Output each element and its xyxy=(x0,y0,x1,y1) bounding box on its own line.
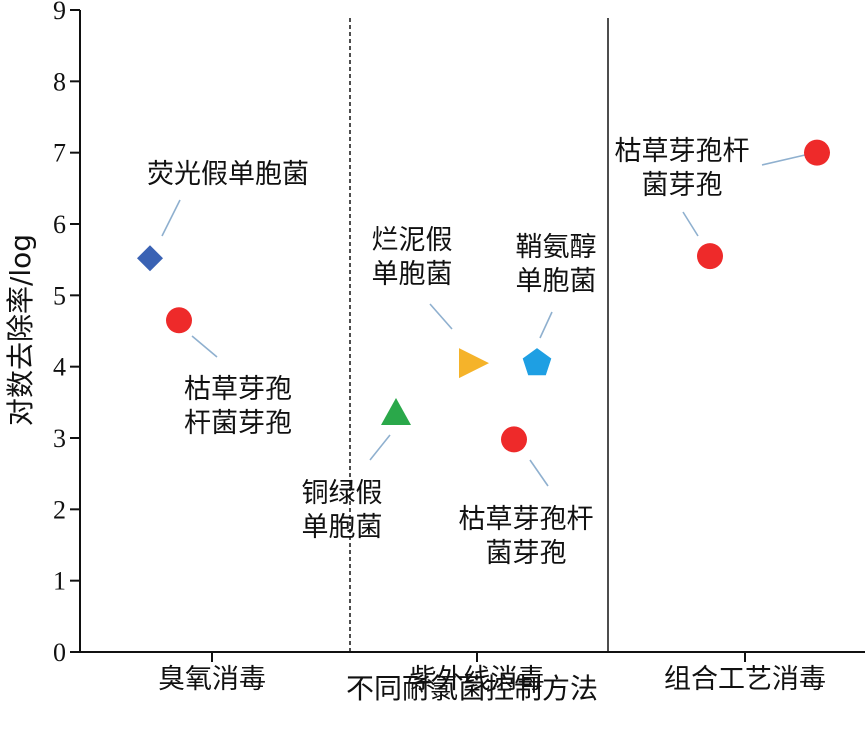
point-annotations: 荧光假单胞菌枯草芽孢杆菌芽孢铜绿假单胞菌烂泥假单胞菌鞘氨醇单胞菌枯草芽孢杆菌芽孢… xyxy=(147,136,750,569)
y-axis-title: 对数去除率/log xyxy=(4,234,37,426)
leader-line xyxy=(529,459,549,487)
data-point-pentagon xyxy=(522,348,552,376)
point-annotation: 铜绿假单胞菌 xyxy=(302,478,383,543)
annotation-line: 枯草芽孢杆 xyxy=(615,136,750,167)
data-point-circle xyxy=(166,307,192,334)
y-tick-label: 7 xyxy=(53,139,66,168)
point-annotation: 枯草芽孢杆菌芽孢 xyxy=(615,136,750,201)
x-category-label: 臭氧消毒 xyxy=(158,664,266,695)
x-ticks: 臭氧消毒 紫外线消毒 组合工艺消毒 xyxy=(158,652,826,695)
annotation-line: 枯草芽孢杆 xyxy=(459,504,594,535)
y-tick-label: 9 xyxy=(53,0,66,25)
annotation-line: 单胞菌 xyxy=(372,259,453,290)
data-points xyxy=(137,139,830,453)
leader-line xyxy=(539,311,553,339)
leader-line xyxy=(191,335,218,358)
leader-line xyxy=(682,211,699,237)
leader-line xyxy=(369,434,391,461)
leader-line xyxy=(761,154,806,166)
x-category-label: 组合工艺消毒 xyxy=(664,664,826,695)
data-point-triangle-up xyxy=(381,398,411,426)
annotation-line: 杆菌芽孢 xyxy=(184,408,292,439)
annotation-line: 菌芽孢 xyxy=(642,170,723,201)
point-annotation: 枯草芽孢杆菌芽孢 xyxy=(459,504,594,569)
data-point-triangle-right xyxy=(459,348,489,379)
x-category-label: 紫外线消毒 xyxy=(410,664,545,695)
annotation-line: 烂泥假 xyxy=(372,225,453,256)
point-annotation: 荧光假单胞菌 xyxy=(147,159,309,190)
y-tick-label: 0 xyxy=(53,638,66,667)
y-tick-label: 1 xyxy=(53,567,66,596)
annotation-line: 鞘氨醇 xyxy=(516,232,597,263)
y-ticks: 0 1 2 3 4 5 6 7 8 9 xyxy=(53,0,80,667)
data-point-circle xyxy=(501,426,527,453)
point-annotation: 枯草芽孢杆菌芽孢 xyxy=(184,374,292,439)
leader-line xyxy=(161,199,181,237)
annotation-line: 菌芽孢 xyxy=(486,538,567,569)
y-tick-label: 3 xyxy=(53,424,66,453)
leader-line xyxy=(429,303,453,330)
data-point-circle xyxy=(697,243,723,270)
x-axis-title: 不同耐氯菌控制方法 xyxy=(346,672,598,705)
y-tick-label: 6 xyxy=(53,210,66,239)
y-tick-label: 5 xyxy=(53,281,66,310)
data-point-circle xyxy=(804,139,830,166)
y-tick-label: 4 xyxy=(53,353,66,382)
y-tick-label: 8 xyxy=(53,67,66,96)
annotation-line: 枯草芽孢 xyxy=(184,374,292,405)
point-annotation: 鞘氨醇单胞菌 xyxy=(516,232,597,297)
annotation-line: 单胞菌 xyxy=(302,512,383,543)
annotation-line: 单胞菌 xyxy=(516,266,597,297)
y-tick-label: 2 xyxy=(53,495,66,524)
data-point-diamond xyxy=(137,245,163,272)
leader-lines xyxy=(161,154,806,487)
annotation-line: 荧光假单胞菌 xyxy=(147,159,309,190)
point-annotation: 烂泥假单胞菌 xyxy=(372,225,453,290)
annotation-line: 铜绿假 xyxy=(302,478,383,509)
